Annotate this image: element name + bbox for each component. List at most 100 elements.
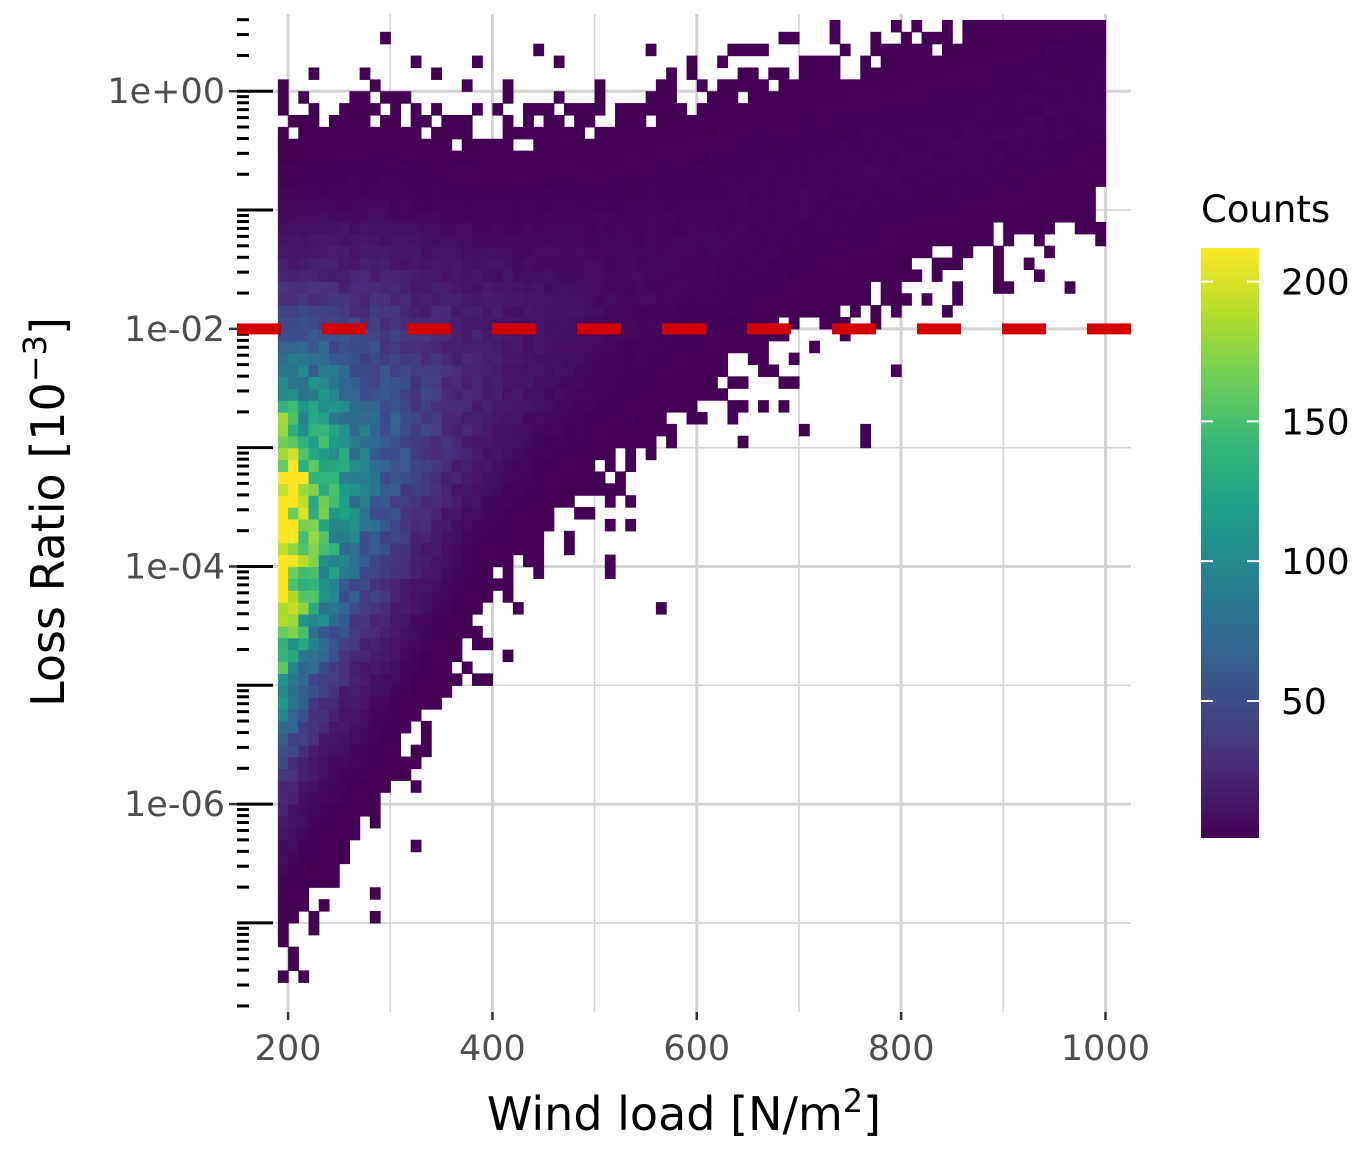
bin-cell	[318, 625, 330, 639]
bin-cell	[788, 257, 800, 271]
bin-cell	[645, 91, 657, 104]
bin-cell	[441, 186, 453, 199]
legend-tick-label: 200	[1281, 263, 1350, 304]
bin-cell	[798, 210, 810, 223]
bin-cell	[328, 673, 340, 686]
bin-cell	[318, 530, 330, 544]
bin-cell	[778, 150, 790, 164]
bin-cell	[441, 495, 453, 508]
bin-cell	[615, 412, 626, 425]
bin-cell	[1013, 162, 1025, 175]
bin-cell	[359, 423, 371, 437]
bin-cell	[747, 210, 759, 223]
bin-cell	[318, 863, 330, 876]
bin-cell	[717, 364, 729, 377]
bin-cell	[400, 447, 412, 461]
bin-cell	[604, 221, 616, 235]
bin-cell	[655, 400, 667, 413]
bin-cell	[655, 423, 667, 437]
bin-cell	[982, 162, 994, 175]
bin-cell	[410, 471, 422, 484]
bin-cell	[850, 257, 861, 271]
bin-cell	[747, 103, 759, 116]
bin-cell	[676, 328, 688, 342]
bin-cell	[1044, 138, 1055, 152]
bin-cell	[349, 435, 361, 449]
bin-cell	[574, 198, 585, 211]
bin-cell	[890, 245, 902, 259]
bin-cell	[277, 221, 289, 235]
bin-cell	[686, 269, 698, 282]
bin-cell	[1013, 198, 1025, 211]
bin-cell	[1013, 67, 1025, 80]
bin-cell	[410, 649, 422, 663]
bin-cell	[288, 815, 299, 829]
bin-cell	[860, 423, 872, 437]
bin-cell	[400, 281, 412, 294]
bin-cell	[931, 67, 943, 80]
bin-cell	[880, 221, 892, 235]
bin-cell	[941, 114, 953, 128]
bin-cell	[523, 459, 534, 473]
bin-cell	[901, 162, 912, 175]
bin-cell	[359, 67, 371, 80]
bin-cell	[1054, 198, 1066, 211]
bin-cell	[706, 316, 718, 330]
bin-cell	[594, 328, 606, 342]
bin-cell	[870, 186, 882, 199]
bin-cell	[727, 43, 739, 57]
bin-cell	[523, 376, 534, 389]
bin-cell	[420, 138, 432, 152]
bin-cell	[788, 233, 800, 247]
bin-cell	[441, 590, 453, 603]
bin-cell	[482, 221, 494, 235]
bin-cell	[298, 328, 310, 342]
bin-cell	[1054, 150, 1066, 164]
bin-cell	[778, 31, 790, 45]
bin-cell	[349, 328, 361, 342]
bin-cell	[339, 186, 350, 199]
bin-cell	[584, 459, 596, 473]
bin-cell	[512, 530, 524, 544]
bin-cell	[1013, 138, 1025, 152]
bin-cell	[492, 388, 504, 401]
bin-cell	[737, 67, 749, 80]
bin-cell	[819, 162, 831, 175]
bin-cell	[277, 471, 289, 484]
bin-cell	[594, 400, 606, 413]
bin-cell	[482, 673, 494, 686]
bin-cell	[819, 305, 831, 318]
bin-cell	[666, 150, 677, 164]
bin-cell	[288, 257, 299, 271]
bin-cell	[574, 316, 585, 330]
bin-cell	[308, 792, 320, 805]
bin-cell	[339, 732, 350, 746]
bin-cell	[962, 150, 974, 164]
bin-cell	[288, 602, 299, 615]
bin-cell	[921, 150, 933, 164]
bin-cell	[645, 150, 657, 164]
bin-cell	[758, 126, 769, 140]
bin-cell	[696, 340, 708, 354]
bin-cell	[277, 174, 289, 187]
bin-cell	[359, 281, 371, 294]
bin-cell	[298, 697, 310, 710]
bin-cell	[339, 709, 350, 722]
bin-cell	[952, 245, 964, 259]
bin-cell	[604, 435, 616, 449]
bin-cell	[277, 518, 289, 532]
bin-cell	[1033, 91, 1045, 104]
bin-cell	[1054, 162, 1066, 175]
bin-cell	[563, 198, 575, 211]
bin-cell	[318, 245, 330, 259]
bin-cell	[850, 174, 861, 187]
bin-cell	[1003, 186, 1015, 199]
bin-cell	[349, 804, 361, 817]
bin-cell	[339, 625, 350, 639]
bin-cell	[451, 423, 463, 437]
bin-cell	[400, 364, 412, 377]
bin-cell	[1074, 126, 1086, 140]
bin-cell	[696, 316, 708, 330]
bin-cell	[758, 364, 769, 377]
bin-cell	[359, 625, 371, 639]
